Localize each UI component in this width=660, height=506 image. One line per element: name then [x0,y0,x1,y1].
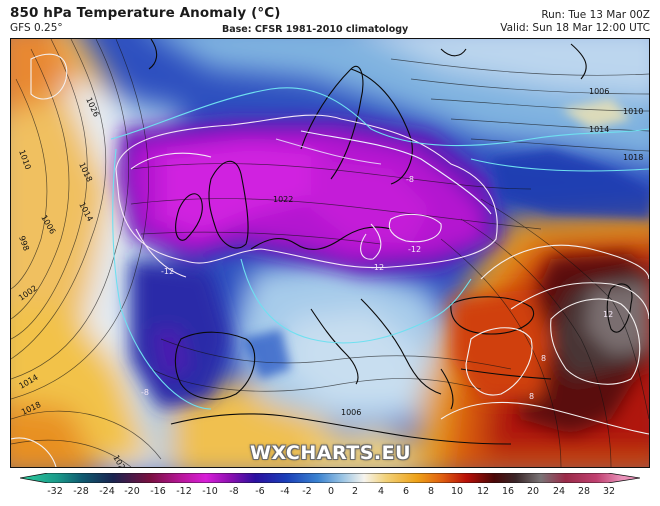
colorbar-tick: 16 [501,486,515,497]
colorbar [20,473,640,483]
colorbar-tick: 24 [552,486,566,497]
colorbar-tick: -10 [202,486,218,497]
colorbar-tick: 10 [450,486,464,497]
anomaly-label: -12 [161,267,174,276]
isobar-label: 1014 [589,125,609,134]
climatology-base-label: Base: CFSR 1981-2010 climatology [222,24,409,35]
isobar-label: 1018 [623,153,643,162]
colorbar-tick: 12 [476,486,490,497]
anomaly-label: -8 [406,175,414,184]
wxcharts-watermark: WXCHARTS.EU [250,442,412,464]
colorbar-tick: -32 [47,486,63,497]
colorbar-tick: -8 [229,486,239,497]
colorbar-tick: -2 [302,486,312,497]
isobar-label: 1010 [623,107,643,116]
anomaly-label: -12 [371,263,384,272]
anomaly-label: 8 [541,354,546,363]
colorbar-tick: -28 [73,486,89,497]
valid-time-label: Valid: Sun 18 Mar 12:00 UTC [500,22,650,34]
colorbar-tick: 0 [327,486,335,497]
colorbar-tick: 8 [427,486,435,497]
chart-title: 850 hPa Temperature Anomaly (°C) [10,5,281,21]
colorbar-tick: -16 [150,486,166,497]
anomaly-labels: -8 -12 -12 -12 -8 8 8 12 [141,175,613,401]
temperature-anomaly-map[interactable]: 1026 1018 1010 1014 1006 998 1002 1014 1… [10,38,650,468]
isobar-label: 1022 [273,195,293,204]
colorbar-tick: 2 [351,486,359,497]
anomaly-label: -8 [141,388,149,397]
colorbar-tick: 28 [577,486,591,497]
colorbar-ticks: -32 -28 -24 -20 -16 -12 -10 -8 -6 -4 -2 … [0,486,660,500]
map-canvas: 1026 1018 1010 1014 1006 998 1002 1014 1… [11,39,649,467]
isobar-label: 1006 [341,408,361,417]
model-label: GFS 0.25° [10,22,63,34]
anomaly-label: 8 [529,392,534,401]
colorbar-tick: -24 [99,486,115,497]
isobar-label: 1006 [589,87,609,96]
colorbar-tick: -20 [124,486,140,497]
colorbar-tick: -4 [280,486,290,497]
anomaly-label: 12 [603,310,613,319]
colorbar-tick: 4 [377,486,385,497]
colorbar-tick: 6 [402,486,410,497]
colorbar-tick: -6 [255,486,265,497]
colorbar-tick: -12 [176,486,192,497]
anomaly-label: -12 [408,245,421,254]
colorbar-tick: 32 [602,486,616,497]
run-time-label: Run: Tue 13 Mar 00Z [541,9,650,21]
colorbar-tick: 20 [526,486,540,497]
